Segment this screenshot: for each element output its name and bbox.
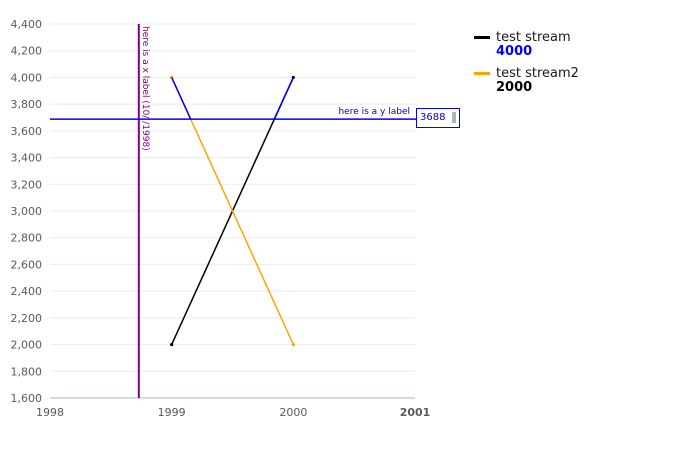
- legend-series-name: test stream: [496, 30, 571, 45]
- drag-handle-icon[interactable]: [452, 112, 456, 123]
- y-tick-label: 4,400: [11, 18, 43, 31]
- y-tick-label: 1,600: [11, 392, 43, 405]
- x-axis-ticks: 1998 1999 2000 2001: [36, 406, 430, 419]
- data-point[interactable]: [170, 342, 174, 347]
- y-tick-label: 2,000: [11, 339, 43, 352]
- data-point[interactable]: [291, 342, 295, 347]
- legend-series-value: 4000: [496, 44, 533, 59]
- legend-series-value: 2000: [496, 80, 533, 95]
- y-tick-label: 3,000: [11, 205, 43, 218]
- legend-swatch-icon: [474, 72, 490, 75]
- markers-layer: here is a x label (10/ /1998) here is a y…: [50, 24, 416, 398]
- grid-lines: [50, 23, 415, 399]
- y-tick-label: 2,200: [11, 312, 43, 325]
- x-tick-label: 2000: [279, 406, 307, 419]
- y-tick-label: 3,400: [11, 152, 43, 165]
- x-tick-label: 1999: [158, 406, 186, 419]
- x-marker-label: here is a x label (10/ /1998): [140, 26, 150, 151]
- y-tick-label: 4,200: [11, 45, 43, 58]
- y-marker-value-box[interactable]: 3688: [416, 108, 460, 128]
- y-marker-value: 3688: [420, 112, 446, 123]
- series-line-2[interactable]: [170, 77, 295, 345]
- y-tick-label: 3,600: [11, 125, 43, 138]
- y-marker-label: here is a y label: [338, 107, 410, 117]
- y-tick-label: 4,000: [11, 71, 43, 84]
- y-tick-label: 2,800: [11, 232, 43, 245]
- x-tick-label: 1998: [36, 406, 64, 419]
- y-tick-label: 3,800: [11, 98, 43, 111]
- y-axis-ticks: 1,600 1,800 2,000 2,200 2,400 2,600 2,800 3,000…: [11, 18, 43, 405]
- y-tick-label: 3,200: [11, 178, 43, 191]
- legend-series-name: test stream2: [496, 66, 579, 81]
- y-tick-label: 2,400: [11, 285, 43, 298]
- y-tick-label: 2,600: [11, 258, 43, 271]
- y-tick-label: 1,800: [11, 365, 43, 378]
- highlight-segment: [273, 77, 295, 120]
- x-tick-label: 2001: [400, 406, 431, 419]
- highlight-segment: [170, 77, 192, 120]
- legend-swatch-icon: [474, 36, 490, 39]
- series-layer: [170, 75, 295, 347]
